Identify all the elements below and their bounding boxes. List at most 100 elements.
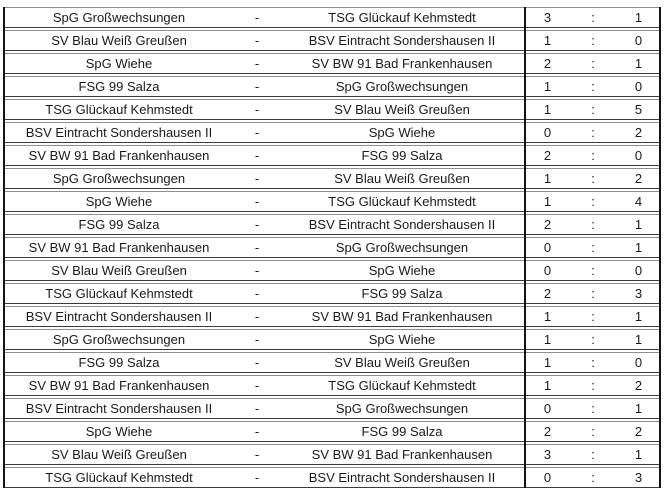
home-team-name: BSV Eintracht Sondershausen II [25,401,213,416]
match-row: FSG 99 Salza - SpG Großwechsungen 1 : 0 [3,76,661,97]
away-team-name: FSG 99 Salza [361,286,443,301]
away-team-name: SV Blau Weiß Greußen [334,102,470,117]
score-separator: : [591,470,595,485]
away-score: 4 [634,194,643,209]
table-left-border [3,7,5,488]
away-team-name: TSG Glückauf Kehmstedt [328,378,476,393]
away-score: 1 [634,447,643,462]
away-team-name: BSV Eintracht Sondershausen II [308,33,496,48]
away-team-name: TSG Glückauf Kehmstedt [328,10,476,25]
team-separator: - [254,217,260,232]
team-separator: - [254,171,260,186]
score-divider-line [524,7,526,488]
match-row: SV Blau Weiß Greußen - SpG Wiehe 0 : 0 [3,260,661,281]
away-score: 1 [634,401,643,416]
score-separator: : [591,171,595,186]
match-row: SpG Großwechsungen - TSG Glückauf Kehmst… [3,7,661,28]
home-team-name: TSG Glückauf Kehmstedt [45,470,193,485]
home-score: 3 [543,447,552,462]
away-score: 1 [634,56,643,71]
team-separator: - [254,33,260,48]
home-team-name: TSG Glückauf Kehmstedt [45,286,193,301]
home-score: 1 [543,355,552,370]
home-score: 1 [543,332,552,347]
match-row: SV BW 91 Bad Frankenhausen - SpG Großwec… [3,237,661,258]
match-row: FSG 99 Salza - SV Blau Weiß Greußen 1 : … [3,352,661,373]
away-score: 0 [634,355,643,370]
table-right-border [659,7,661,488]
away-team-name: SV BW 91 Bad Frankenhausen [311,56,493,71]
score-separator: : [591,447,595,462]
home-score: 0 [543,401,552,416]
team-separator: - [254,102,260,117]
match-row: SV Blau Weiß Greußen - BSV Eintracht Son… [3,30,661,51]
away-team-name: SpG Wiehe [368,332,436,347]
home-team-name: SpG Großwechsungen [52,171,186,186]
match-row: FSG 99 Salza - BSV Eintracht Sondershaus… [3,214,661,235]
score-separator: : [591,217,595,232]
home-team-name: SV Blau Weiß Greußen [51,447,187,462]
home-team-name: SV BW 91 Bad Frankenhausen [28,378,210,393]
home-score: 1 [543,378,552,393]
away-team-name: SpG Großwechsungen [335,79,469,94]
team-separator: - [254,194,260,209]
score-separator: : [591,332,595,347]
match-rows: SpG Großwechsungen - TSG Glückauf Kehmst… [3,7,661,488]
away-score: 2 [634,378,643,393]
match-row: SpG Großwechsungen - SpG Wiehe 1 : 1 [3,329,661,350]
away-team-name: SpG Großwechsungen [335,240,469,255]
match-row: BSV Eintracht Sondershausen II - SV BW 9… [3,306,661,327]
away-score: 0 [634,148,643,163]
home-team-name: FSG 99 Salza [78,79,160,94]
score-separator: : [591,148,595,163]
away-score: 2 [634,125,643,140]
match-row: SV BW 91 Bad Frankenhausen - FSG 99 Salz… [3,145,661,166]
team-separator: - [254,125,260,140]
home-score: 1 [543,194,552,209]
team-separator: - [254,56,260,71]
team-separator: - [254,148,260,163]
team-separator: - [254,263,260,278]
home-score: 0 [543,240,552,255]
away-team-name: BSV Eintracht Sondershausen II [308,470,496,485]
team-separator: - [254,309,260,324]
team-separator: - [254,240,260,255]
home-team-name: BSV Eintracht Sondershausen II [25,125,213,140]
match-row: SpG Wiehe - TSG Glückauf Kehmstedt 1 : 4 [3,191,661,212]
team-separator: - [254,470,260,485]
away-score: 0 [634,263,643,278]
home-score: 0 [543,263,552,278]
home-score: 0 [543,125,552,140]
match-row: SV Blau Weiß Greußen - SV BW 91 Bad Fran… [3,444,661,465]
away-team-name: BSV Eintracht Sondershausen II [308,217,496,232]
results-table: SpG Großwechsungen - TSG Glückauf Kehmst… [3,7,661,488]
away-score: 2 [634,171,643,186]
home-score: 1 [543,33,552,48]
score-separator: : [591,79,595,94]
away-team-name: SV BW 91 Bad Frankenhausen [311,447,493,462]
team-separator: - [254,447,260,462]
home-team-name: SpG Wiehe [85,56,153,71]
score-separator: : [591,102,595,117]
match-row: SpG Wiehe - SV BW 91 Bad Frankenhausen 2… [3,53,661,74]
home-team-name: SpG Großwechsungen [52,10,186,25]
home-score: 1 [543,102,552,117]
home-team-name: SV Blau Weiß Greußen [51,33,187,48]
home-score: 2 [543,56,552,71]
away-team-name: TSG Glückauf Kehmstedt [328,194,476,209]
home-score: 3 [543,10,552,25]
match-row: TSG Glückauf Kehmstedt - BSV Eintracht S… [3,467,661,488]
away-score: 3 [634,470,643,485]
score-separator: : [591,263,595,278]
team-separator: - [254,401,260,416]
score-separator: : [591,10,595,25]
home-team-name: SpG Großwechsungen [52,332,186,347]
home-team-name: TSG Glückauf Kehmstedt [45,102,193,117]
score-separator: : [591,194,595,209]
match-row: SpG Wiehe - FSG 99 Salza 2 : 2 [3,421,661,442]
score-separator: : [591,309,595,324]
away-team-name: SV Blau Weiß Greußen [334,355,470,370]
team-separator: - [254,355,260,370]
score-separator: : [591,401,595,416]
score-separator: : [591,125,595,140]
